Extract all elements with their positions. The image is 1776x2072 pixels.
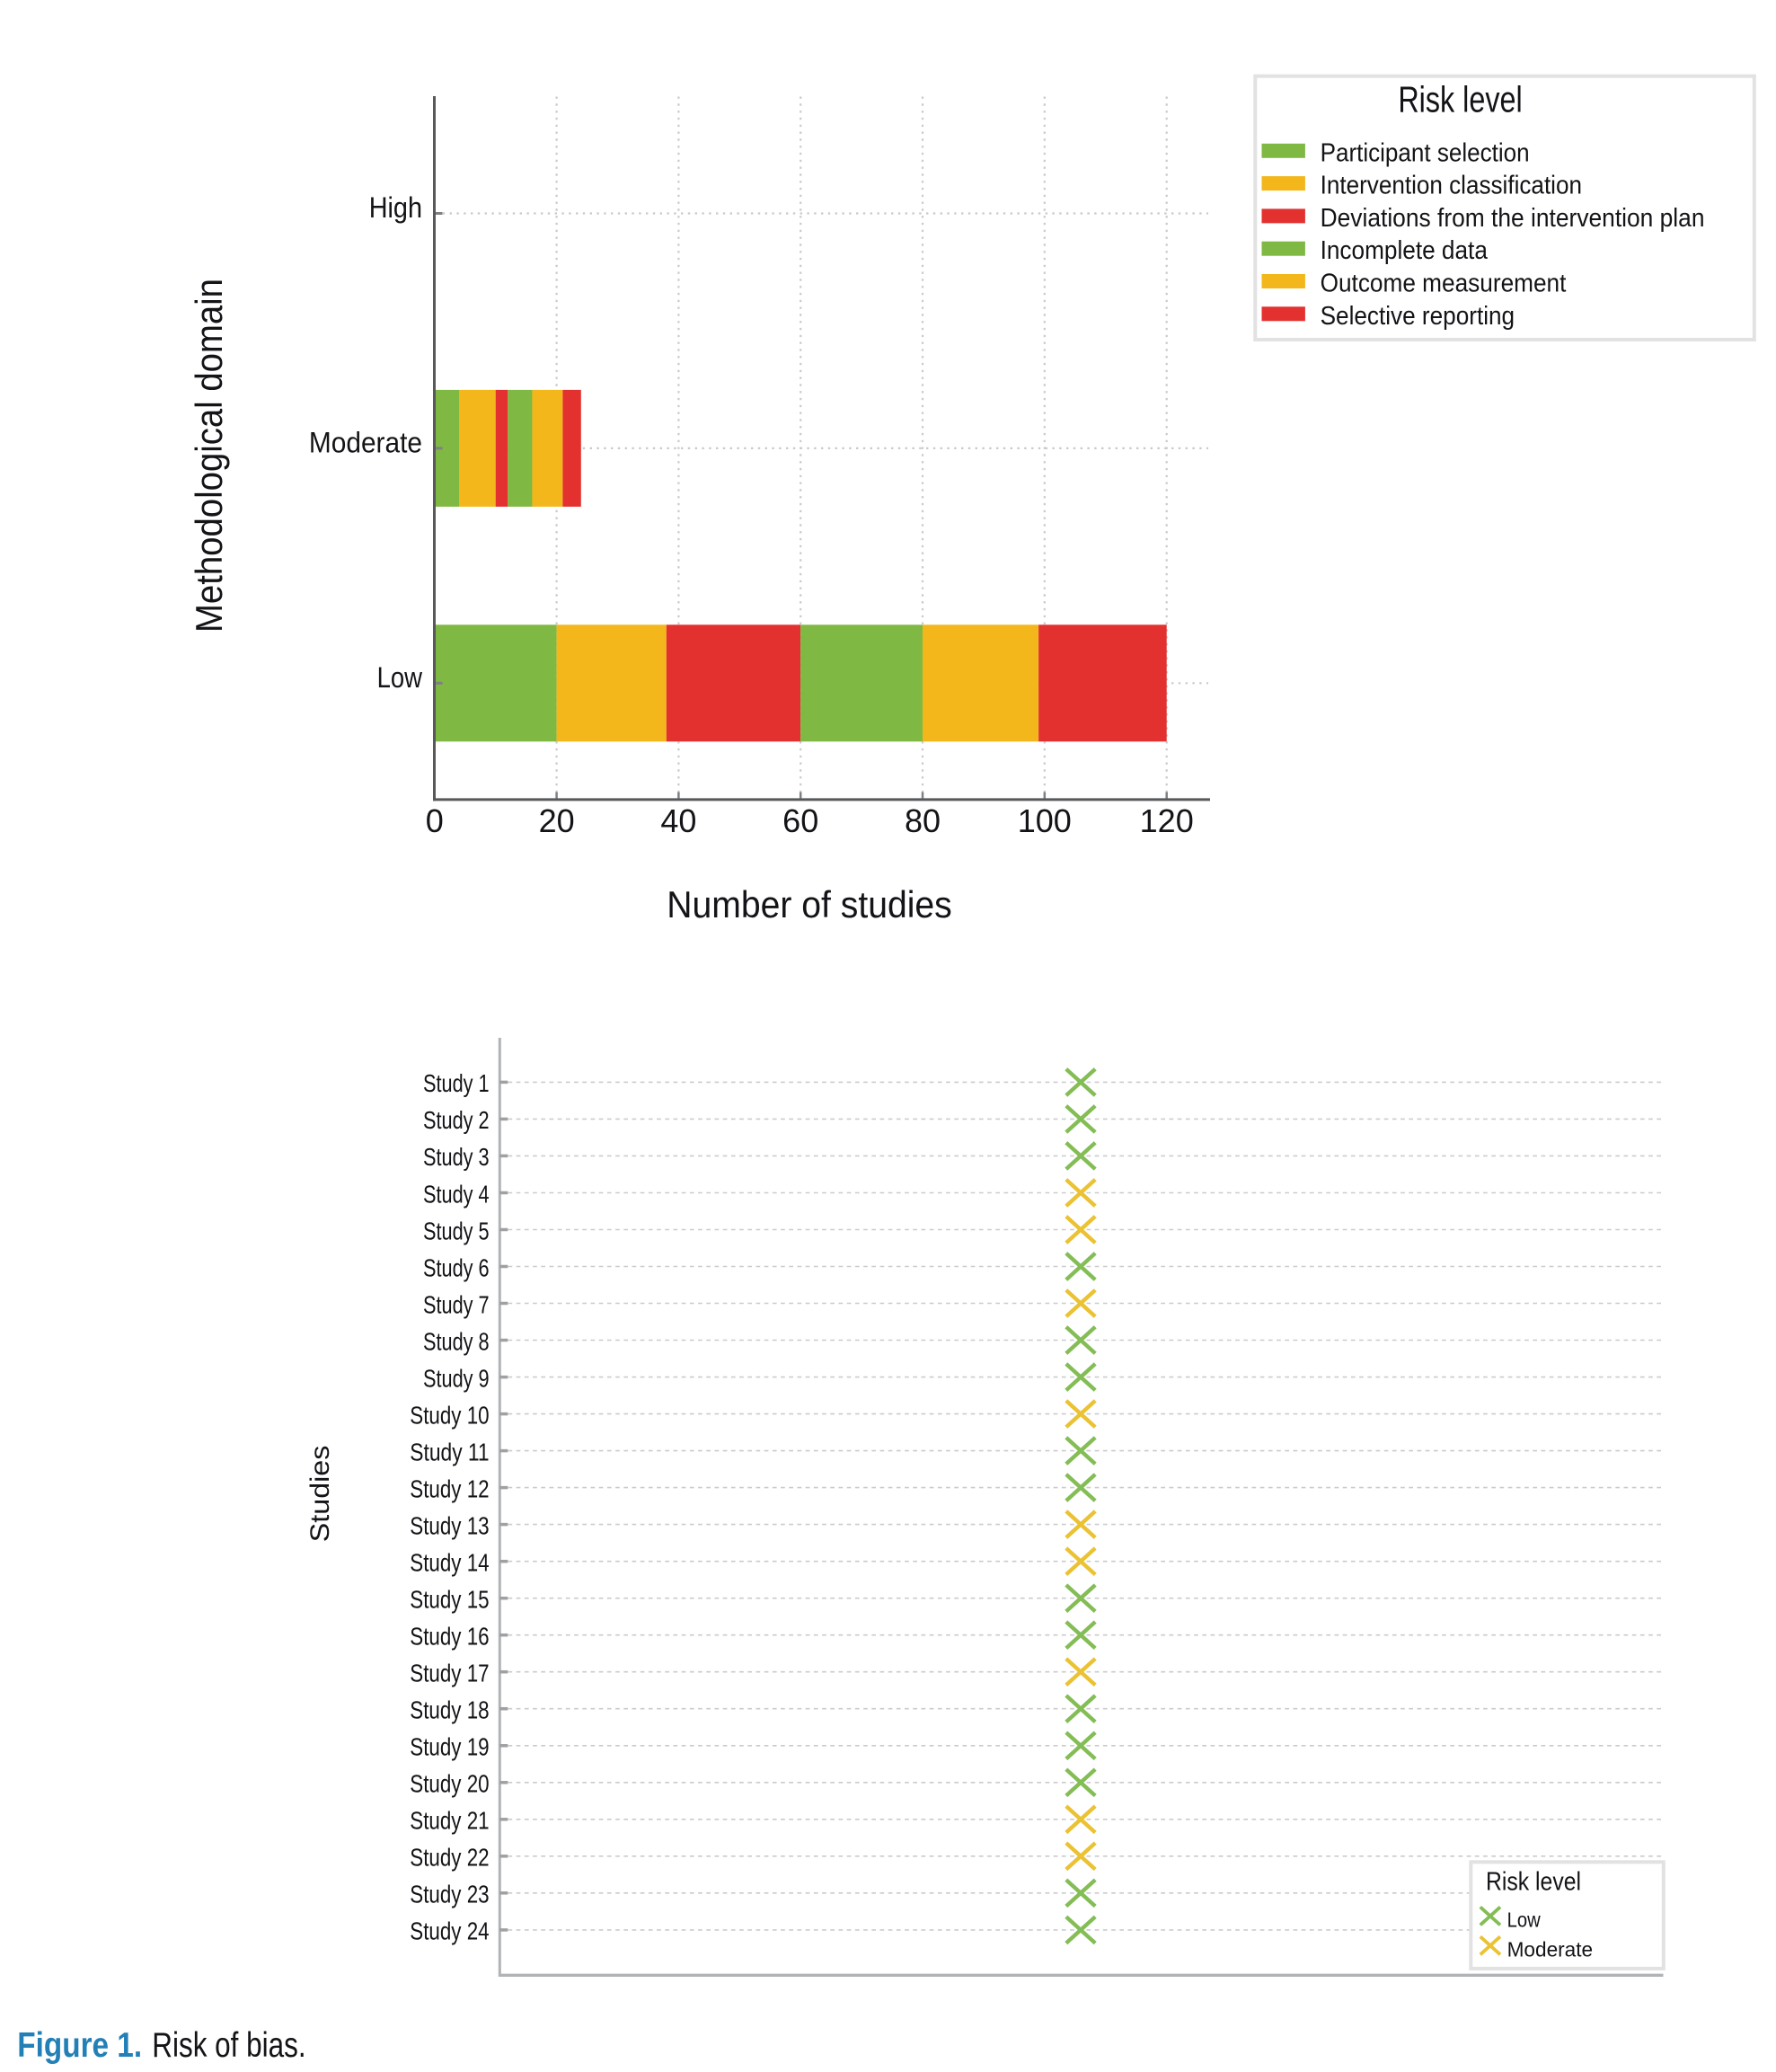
- svg-text:Study 9: Study 9: [423, 1364, 490, 1392]
- svg-text:Intervention classification: Intervention classification: [1321, 172, 1582, 200]
- svg-text:Study 18: Study 18: [410, 1696, 489, 1724]
- svg-text:Study 15: Study 15: [410, 1586, 489, 1614]
- svg-text:Study 7: Study 7: [423, 1290, 490, 1318]
- svg-text:Study 3: Study 3: [423, 1143, 490, 1171]
- svg-text:Study 14: Study 14: [410, 1549, 489, 1577]
- svg-text:Study 19: Study 19: [410, 1733, 489, 1761]
- svg-text:Participant selection: Participant selection: [1321, 138, 1530, 167]
- svg-text:Risk of bias.: Risk of bias.: [152, 2026, 305, 2065]
- svg-text:Study 17: Study 17: [410, 1660, 489, 1687]
- svg-text:Risk level: Risk level: [1398, 79, 1522, 120]
- svg-text:Low: Low: [377, 661, 423, 694]
- svg-text:Study 5: Study 5: [423, 1217, 490, 1244]
- svg-text:Study 4: Study 4: [423, 1180, 490, 1208]
- svg-text:0: 0: [426, 802, 444, 839]
- svg-text:Study 2: Study 2: [423, 1106, 490, 1134]
- svg-text:Figure 1.: Figure 1.: [17, 2026, 142, 2065]
- svg-text:Risk level: Risk level: [1486, 1867, 1581, 1896]
- svg-text:Outcome measurement: Outcome measurement: [1321, 270, 1567, 298]
- svg-text:Number of studies: Number of studies: [667, 883, 952, 925]
- svg-text:Low: Low: [1507, 1908, 1541, 1932]
- svg-text:Study 8: Study 8: [423, 1327, 490, 1355]
- svg-text:Deviations from the interventi: Deviations from the intervention plan: [1321, 204, 1705, 233]
- svg-text:Study 21: Study 21: [410, 1807, 489, 1835]
- svg-text:Study 23: Study 23: [410, 1881, 489, 1908]
- svg-text:Study 13: Study 13: [410, 1511, 489, 1539]
- svg-text:Moderate: Moderate: [1507, 1937, 1594, 1961]
- svg-text:Study 6: Study 6: [423, 1253, 490, 1281]
- svg-text:40: 40: [660, 802, 696, 839]
- svg-text:Study 12: Study 12: [410, 1474, 489, 1502]
- svg-text:Methodological domain: Methodological domain: [188, 279, 230, 633]
- svg-text:20: 20: [539, 802, 575, 839]
- svg-text:Study 24: Study 24: [410, 1917, 489, 1945]
- svg-text:Study 11: Study 11: [410, 1438, 489, 1465]
- svg-text:Study 10: Study 10: [410, 1401, 489, 1429]
- svg-text:Study 22: Study 22: [410, 1844, 489, 1872]
- svg-text:100: 100: [1018, 802, 1072, 839]
- svg-text:Study 20: Study 20: [410, 1770, 489, 1798]
- svg-text:High: High: [369, 191, 422, 224]
- svg-text:Study 1: Study 1: [423, 1069, 490, 1097]
- svg-text:120: 120: [1140, 802, 1194, 839]
- svg-text:Moderate: Moderate: [309, 427, 422, 459]
- svg-text:80: 80: [905, 802, 941, 839]
- svg-text:Selective reporting: Selective reporting: [1321, 302, 1515, 331]
- svg-text:60: 60: [782, 802, 818, 839]
- svg-text:Study 16: Study 16: [410, 1623, 489, 1651]
- svg-text:Incomplete data: Incomplete data: [1321, 236, 1489, 265]
- svg-text:Studies: Studies: [305, 1446, 335, 1543]
